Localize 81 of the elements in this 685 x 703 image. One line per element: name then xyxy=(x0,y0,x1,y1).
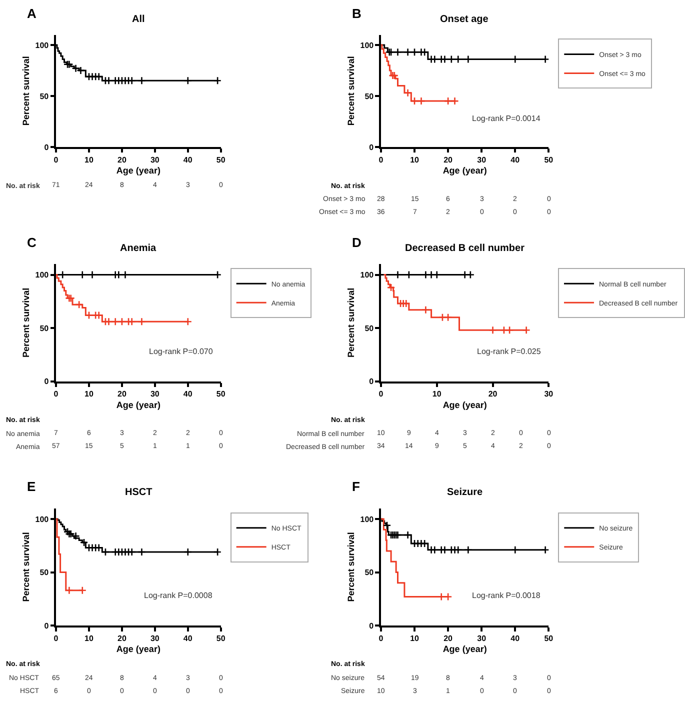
x-tick-label: 20 xyxy=(117,390,127,399)
y-tick-label: 100 xyxy=(360,514,374,524)
y-tick-label: 50 xyxy=(40,568,50,578)
y-tick-label: 0 xyxy=(44,142,50,152)
x-tick-label: 40 xyxy=(183,155,193,164)
y-tick-label: 50 xyxy=(364,324,374,333)
x-axis-title: Age (year) xyxy=(442,644,487,654)
x-tick-label: 10 xyxy=(432,390,442,399)
chart-title: HSCT xyxy=(125,487,152,498)
x-tick-label: 40 xyxy=(510,634,520,643)
chart-title: Seizure xyxy=(447,487,484,498)
y-tick-label: 50 xyxy=(40,324,50,333)
y-tick-label: 0 xyxy=(369,142,374,152)
x-tick-label: 30 xyxy=(544,390,554,399)
x-tick-label: 30 xyxy=(477,634,487,643)
x-tick-label: 10 xyxy=(84,155,94,164)
x-tick-label: 0 xyxy=(378,155,384,164)
annotation: Log-rank P=0.0014 xyxy=(472,114,541,123)
y-tick-label: 0 xyxy=(369,621,374,630)
y-tick-label: 100 xyxy=(360,40,374,50)
x-tick-label: 30 xyxy=(477,155,487,164)
x-tick-label: 30 xyxy=(150,634,160,643)
x-tick-label: 20 xyxy=(117,634,127,643)
chart-title: All xyxy=(132,14,145,25)
chart-title: Onset age xyxy=(440,14,489,25)
y-tick-label: 0 xyxy=(44,621,50,630)
annotation: Log-rank P=0.0008 xyxy=(144,591,213,600)
x-tick-label: 50 xyxy=(544,155,554,164)
y-axis-title: Percent survival xyxy=(346,532,356,602)
x-tick-label: 20 xyxy=(444,155,454,164)
x-tick-label: 50 xyxy=(216,155,226,164)
x-axis-title: Age (year) xyxy=(116,166,160,176)
y-axis-title: Percent survival xyxy=(346,56,356,126)
x-tick-label: 0 xyxy=(54,390,59,399)
x-tick-label: 0 xyxy=(54,634,59,643)
y-tick-label: 50 xyxy=(364,568,374,578)
annotation: Log-rank P=0.070 xyxy=(149,347,214,356)
x-axis-title: Age (year) xyxy=(116,400,160,410)
y-tick-label: 100 xyxy=(35,514,50,524)
chart-title: Decreased B cell number xyxy=(405,243,525,254)
x-axis-title: Age (year) xyxy=(116,644,160,654)
y-tick-label: 50 xyxy=(40,92,50,101)
y-tick-label: 100 xyxy=(360,270,374,280)
x-tick-label: 30 xyxy=(150,155,160,164)
chart-title: Anemia xyxy=(120,243,157,254)
x-tick-label: 0 xyxy=(378,390,384,399)
text: C xyxy=(27,235,37,250)
x-tick-label: 10 xyxy=(410,155,420,164)
y-axis-title: Percent survival xyxy=(21,56,32,126)
x-tick-label: 10 xyxy=(84,390,94,399)
x-tick-label: 10 xyxy=(410,634,420,643)
x-tick-label: 50 xyxy=(216,390,226,399)
x-tick-label: 0 xyxy=(378,634,384,643)
x-tick-label: 50 xyxy=(544,634,554,643)
x-tick-label: 10 xyxy=(84,634,94,643)
y-tick-label: 0 xyxy=(369,377,374,386)
y-tick-label: 0 xyxy=(44,377,50,386)
x-tick-label: 40 xyxy=(510,155,520,164)
x-tick-label: 20 xyxy=(117,155,127,164)
x-tick-label: 20 xyxy=(488,390,498,399)
x-tick-label: 20 xyxy=(444,634,454,643)
text: E xyxy=(27,479,36,494)
annotation: Log-rank P=0.025 xyxy=(477,347,542,356)
text: F xyxy=(352,479,360,494)
y-axis-title: Percent survival xyxy=(21,532,32,602)
text: A xyxy=(27,6,37,21)
annotation: Log-rank P=0.0018 xyxy=(472,591,541,600)
y-axis-title: Percent survival xyxy=(21,288,32,358)
y-axis-title: Percent survival xyxy=(346,288,356,358)
x-tick-label: 30 xyxy=(150,390,160,399)
text: B xyxy=(352,6,362,21)
y-tick-label: 50 xyxy=(364,92,374,101)
y-tick-label: 100 xyxy=(35,40,50,50)
x-axis-title: Age (year) xyxy=(442,400,487,410)
x-tick-label: 0 xyxy=(54,155,59,164)
x-tick-label: 40 xyxy=(183,390,193,399)
x-tick-label: 40 xyxy=(183,634,193,643)
y-tick-label: 100 xyxy=(35,270,50,280)
x-tick-label: 50 xyxy=(216,634,226,643)
text: D xyxy=(352,235,362,250)
x-axis-title: Age (year) xyxy=(442,166,487,176)
